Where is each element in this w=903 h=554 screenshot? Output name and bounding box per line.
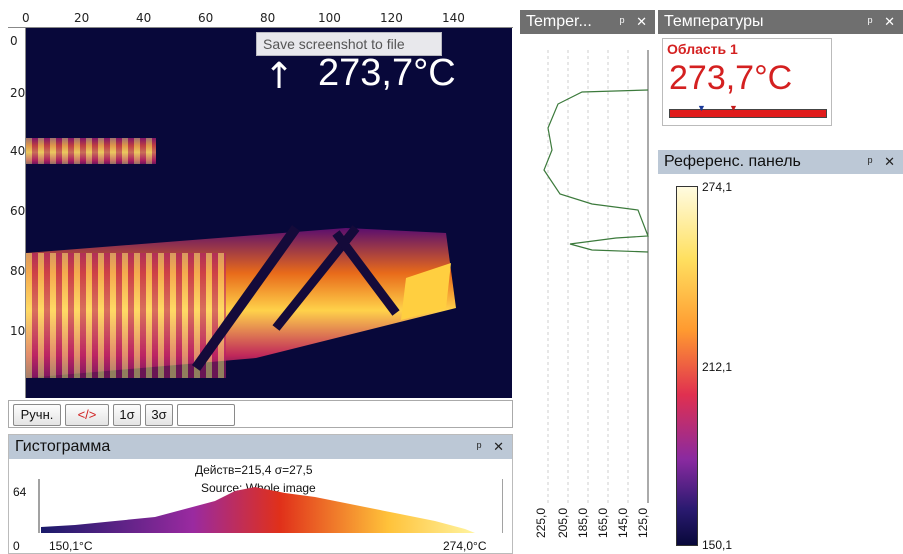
range-slider[interactable]: [177, 404, 235, 426]
profile-chart: [520, 38, 655, 508]
profile-title-bar: Temper... ᵖ ✕: [520, 10, 655, 34]
palette-mid-value: 212,1: [702, 360, 732, 374]
profile-x-label: 185,0: [576, 508, 590, 538]
palette-toolbar: Ручн. </> 1σ 3σ: [8, 400, 513, 428]
ruler-top-label: 120: [380, 11, 403, 25]
histogram-x-max: 274,0°C: [443, 539, 487, 553]
histogram-stats: Действ=215,4 σ=27,5: [195, 463, 313, 477]
area-label: Область 1: [667, 41, 738, 57]
temperatures-title-bar: Температуры ᵖ ✕: [658, 10, 903, 34]
ruler-left-label: 60: [10, 204, 25, 218]
histogram-chart: [35, 479, 503, 535]
palette-bottom-value: 150,1: [702, 538, 732, 552]
ruler-left-label: 20: [10, 86, 25, 100]
profile-x-label: 145,0: [616, 508, 630, 538]
reference-title: Референс. панель: [664, 153, 801, 170]
histogram-y-max: 64: [13, 485, 26, 499]
three-sigma-button[interactable]: 3σ: [145, 404, 173, 426]
left-ruler: 0 20 40 60 80 100: [8, 28, 26, 398]
alarm-bar: [669, 109, 827, 118]
min-marker-icon: ▼: [697, 103, 706, 113]
histogram-title-bar: Гистограмма ᵖ ✕: [9, 435, 512, 459]
ruler-top-label: 20: [74, 11, 89, 25]
area-value: 273,7°C: [669, 59, 792, 98]
top-ruler: 0 20 40 60 80 100 120 140: [8, 10, 513, 28]
ruler-left-label: 0: [10, 34, 18, 48]
ruler-left-label: 80: [10, 264, 25, 278]
reference-panel: Референс. панель ᵖ ✕ 274,1 212,1 150,1: [658, 150, 903, 554]
histogram-title: Гистограмма: [15, 438, 110, 455]
profile-title: Temper...: [526, 13, 592, 30]
profile-x-label: 125,0: [636, 508, 650, 538]
area-card[interactable]: Область 1 273,7°C ▼ ▼: [662, 38, 832, 126]
ruler-top-label: 40: [136, 11, 151, 25]
ruler-top-label: 140: [442, 11, 465, 25]
manual-range-button[interactable]: Ручн.: [13, 404, 61, 426]
histogram-x-min: 150,1°C: [49, 539, 93, 553]
palette-top-value: 274,1: [702, 180, 732, 194]
one-sigma-button[interactable]: 1σ: [113, 404, 141, 426]
temperatures-panel: Температуры ᵖ ✕ Область 1 273,7°C ▼ ▼: [658, 10, 903, 140]
ruler-top-label: 100: [318, 11, 341, 25]
histogram-y-min: 0: [13, 539, 20, 553]
ruler-top-label: 60: [198, 11, 213, 25]
color-palette-bar: [676, 186, 698, 546]
max-temperature-overlay: 273,7°C: [318, 52, 456, 95]
ruler-left-label: 40: [10, 144, 25, 158]
auto-range-button[interactable]: </>: [65, 404, 109, 426]
temperature-profile-panel: Temper... ᵖ ✕ 225,0 205,0 185,0 165,0 14…: [520, 10, 655, 554]
panel-pin-close-icon[interactable]: ᵖ ✕: [868, 10, 899, 34]
profile-x-label: 225,0: [534, 508, 548, 538]
ruler-top-label: 0: [22, 11, 30, 25]
profile-x-label: 165,0: [596, 508, 610, 538]
panel-pin-close-icon[interactable]: ᵖ ✕: [477, 435, 508, 459]
panel-pin-close-icon[interactable]: ᵖ ✕: [868, 150, 899, 174]
histogram-panel: Гистограмма ᵖ ✕ Действ=215,4 σ=27,5 Sour…: [8, 434, 513, 554]
temperatures-title: Температуры: [664, 13, 764, 30]
profile-x-label: 205,0: [556, 508, 570, 538]
reference-title-bar: Референс. панель ᵖ ✕: [658, 150, 903, 174]
arrow-up-icon: ↑: [264, 56, 294, 97]
ruler-top-label: 80: [260, 11, 275, 25]
max-marker-icon: ▼: [729, 103, 738, 113]
panel-pin-close-icon[interactable]: ᵖ ✕: [620, 10, 651, 34]
